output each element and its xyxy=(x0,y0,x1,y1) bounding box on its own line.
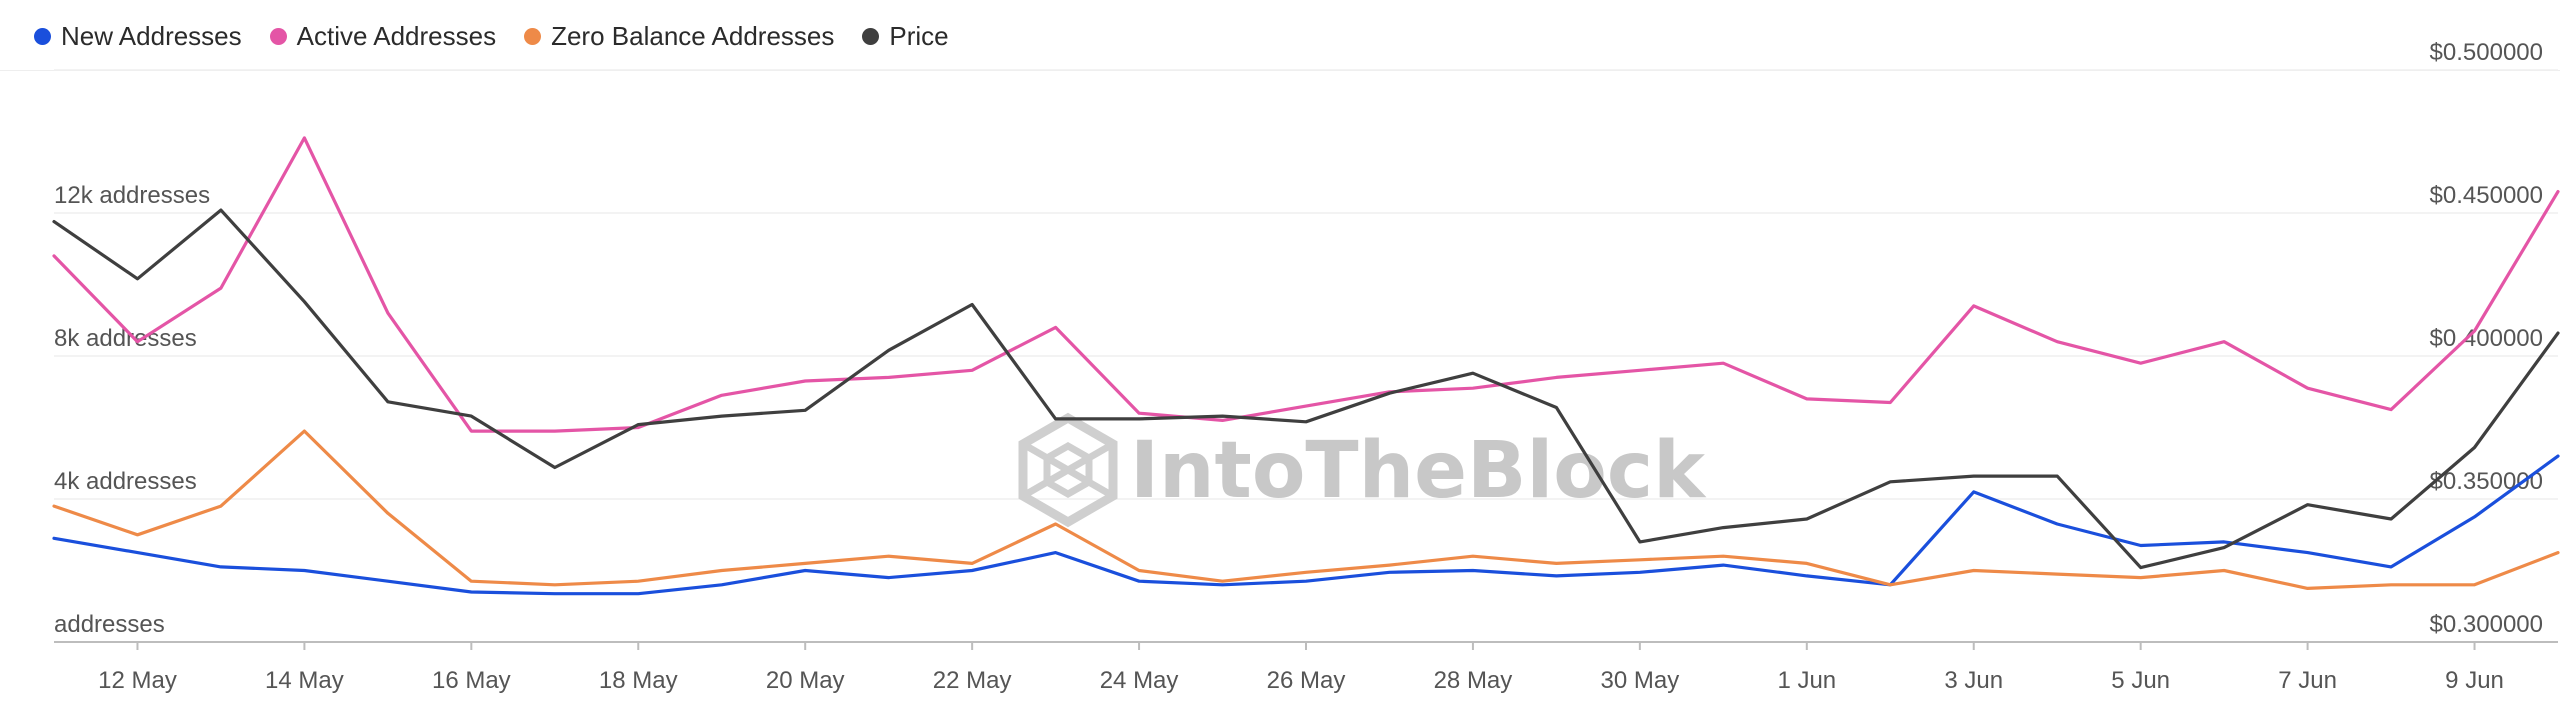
legend-item-new-addresses[interactable]: New Addresses xyxy=(34,21,242,52)
legend-item-price[interactable]: Price xyxy=(862,20,949,52)
legend-dot-icon xyxy=(34,27,51,45)
legend-label: New Addresses xyxy=(61,20,242,51)
watermark-logo-icon xyxy=(1018,412,1118,528)
watermark-text: IntoTheBlock xyxy=(1130,426,1707,516)
legend-item-active-addresses[interactable]: Active Addresses xyxy=(269,20,497,52)
x-tick-label: 28 May xyxy=(1434,667,1513,694)
x-tick-label: 26 May xyxy=(1267,667,1346,694)
x-tick-label: 7 Jun xyxy=(2278,667,2337,694)
watermark: IntoTheBlock xyxy=(1018,412,1707,528)
series-line-new-addresses xyxy=(52,454,2560,596)
y-right-tick-label: $0.400000 xyxy=(2430,325,2543,352)
series-line-active-addresses xyxy=(52,136,2560,433)
x-tick-label: 30 May xyxy=(1601,667,1680,694)
x-tick-label: 12 May xyxy=(98,667,177,694)
y-right-tick-label: $0.450000 xyxy=(2430,182,2543,209)
chart-legend: New Addresses Active Addresses Zero Balanc… xyxy=(34,18,977,54)
x-tick-label: 24 May xyxy=(1100,667,1179,694)
series-lines xyxy=(52,136,2560,596)
x-tick-label: 14 May xyxy=(265,667,344,694)
x-tick-label: 9 Jun xyxy=(2445,667,2504,694)
legend-dot-icon xyxy=(524,27,542,45)
x-axis: 12 May 14 May 16 May 18 May 20 May 22 May 24 M… xyxy=(98,642,2504,694)
legend-label: Active Addresses xyxy=(296,20,497,51)
x-tick-label: 5 Jun xyxy=(2111,667,2170,694)
x-tick-label: 22 May xyxy=(933,667,1012,694)
x-tick-label: 20 May xyxy=(766,667,845,694)
legend-label: Zero Balance Addresses xyxy=(551,20,835,51)
legend-dot-icon xyxy=(862,27,880,45)
legend-label: Price xyxy=(889,20,949,51)
y-left-tick-label: addresses xyxy=(54,611,165,638)
x-tick-label: 3 Jun xyxy=(1944,667,2003,694)
y-left-tick-label: 4k addresses xyxy=(54,468,197,495)
y-axis-right: $0.300000$0.350000$0.400000$0.450000$0.5… xyxy=(2430,39,2543,638)
y-right-tick-label: $0.500000 xyxy=(2430,39,2543,66)
series-line-price xyxy=(52,208,2560,570)
x-tick-label: 16 May xyxy=(432,667,511,694)
series-line-zero-balance-addresses xyxy=(52,429,2560,591)
legend-dot-icon xyxy=(269,27,287,45)
x-tick-label: 18 May xyxy=(599,667,678,694)
x-tick-label: 1 Jun xyxy=(1777,667,1836,694)
legend-item-zero-balance-addresses[interactable]: Zero Balance Addresses xyxy=(524,21,834,52)
y-right-tick-label: $0.300000 xyxy=(2430,611,2543,638)
y-left-tick-label: 12k addresses xyxy=(54,182,210,209)
